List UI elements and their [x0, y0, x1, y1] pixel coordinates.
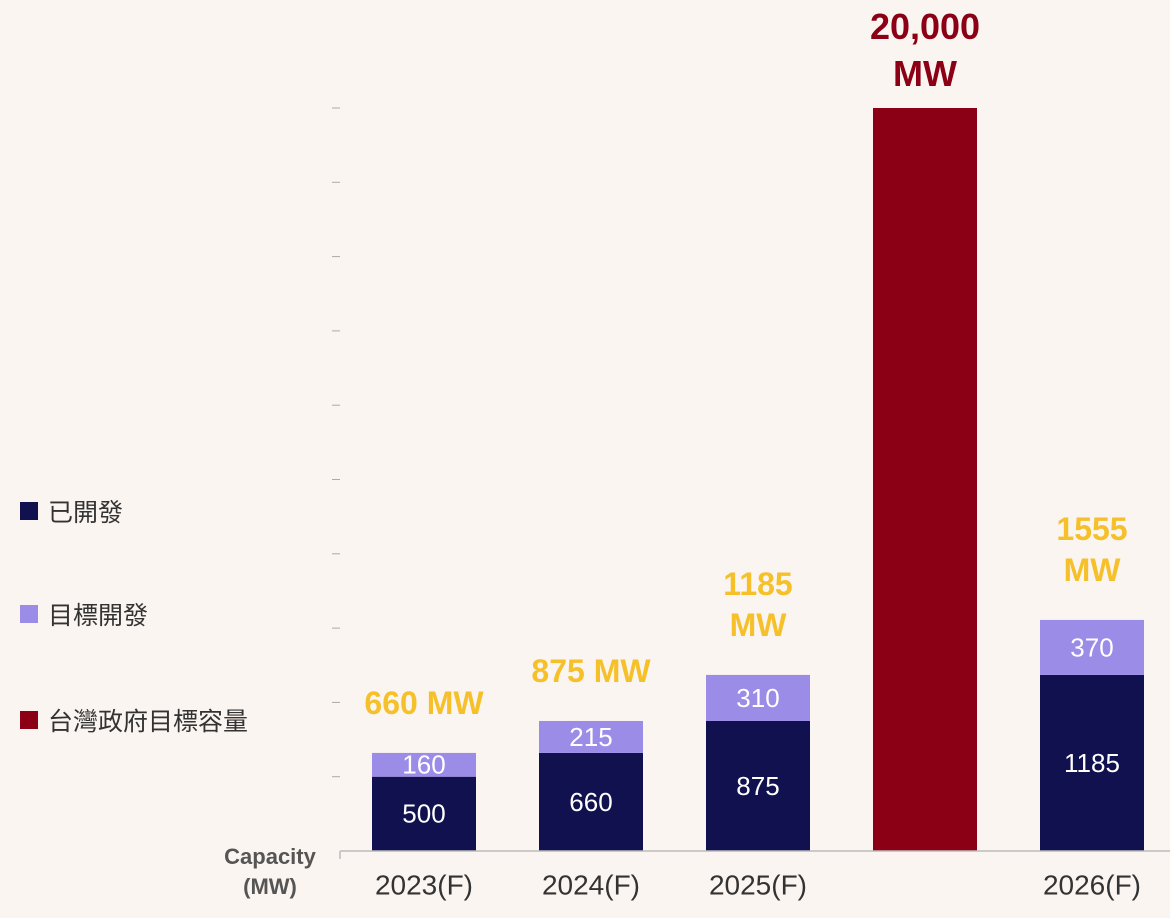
bar-segment: [1040, 674, 1144, 851]
legend-swatch: [20, 605, 38, 623]
bar-segment: [539, 752, 643, 851]
total-label: 1555 MW: [1056, 510, 1128, 589]
legend-label: 目標開發: [48, 602, 149, 630]
segment-label: 875: [736, 771, 779, 801]
bar-segment: [372, 752, 476, 777]
total-label: 875 MW: [531, 653, 651, 690]
segment-label: 1185: [1064, 748, 1120, 778]
y-axis-label: Capacity (MW): [224, 844, 316, 899]
bar-value-label: 20,000 MW: [869, 6, 981, 95]
segment-label: 500: [402, 799, 445, 829]
legend-label: 已開發: [48, 499, 124, 527]
bar-segment: [873, 108, 977, 851]
legend-swatch: [20, 711, 38, 729]
bar-segment: [1040, 619, 1144, 675]
bar-segment: [539, 720, 643, 753]
legend-item: 台灣政府目標容量: [20, 702, 248, 738]
bars: [372, 108, 1144, 851]
x-tick-label: 2023(F): [375, 869, 473, 900]
x-tick-label: 2026(F): [1043, 869, 1141, 900]
bar-segment: [372, 776, 476, 851]
total-label: 660 MW: [364, 685, 484, 722]
legend-item: 目標開發: [20, 596, 148, 632]
legend-item: 已開發: [20, 493, 123, 529]
x-tick-label: 2025(F): [709, 869, 807, 900]
segment-label: 660: [569, 787, 612, 817]
bar-segment: [706, 674, 810, 721]
bar-segment: [706, 720, 810, 851]
segment-label: 160: [402, 750, 445, 780]
segment-label: 370: [1070, 632, 1113, 662]
segment-label: 215: [569, 722, 612, 752]
segment-label: 310: [736, 683, 779, 713]
legend-swatch: [20, 502, 38, 520]
x-tick-label: 2024(F): [542, 869, 640, 900]
legend-label: 台灣政府目標容量: [48, 708, 249, 736]
total-label: 1185 MW: [723, 565, 793, 644]
